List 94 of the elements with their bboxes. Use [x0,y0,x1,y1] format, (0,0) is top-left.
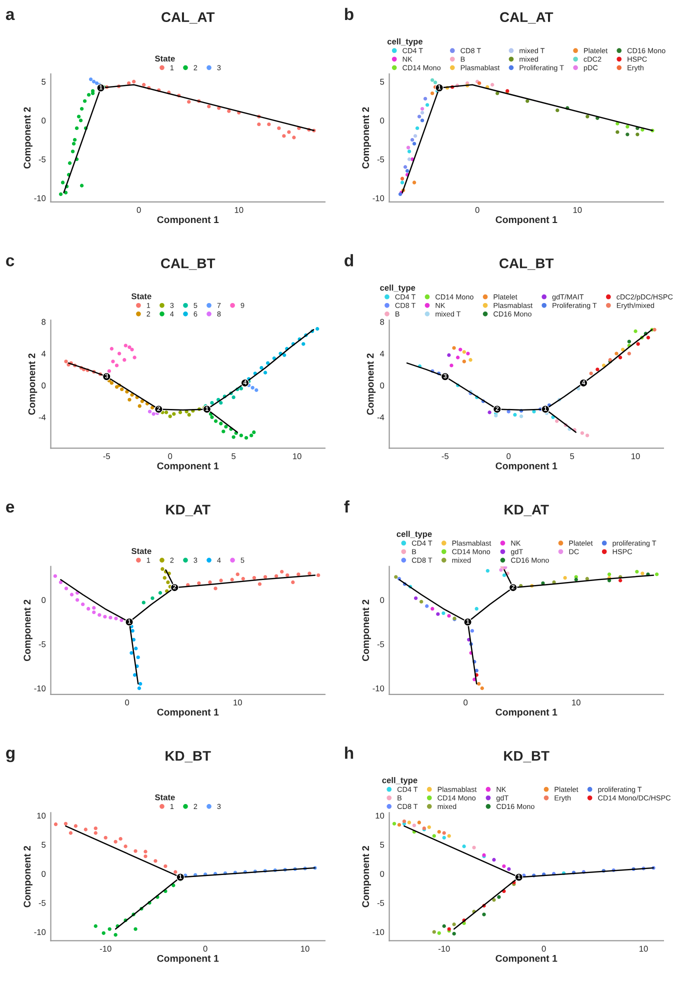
x-tick-label: -5 [442,453,448,460]
x-tick-label: 0 [464,700,468,706]
y-tick-label: 5 [380,842,384,848]
legend-title: State [155,794,175,800]
y-tick-label: 0 [380,118,384,124]
x-axis-title: Component 1 [157,462,219,472]
chart-title: KD_BT [166,751,211,762]
y-tick-label: -5 [377,641,384,648]
y-tick-label: 5 [42,78,46,85]
x-tick-label: 10 [573,207,582,213]
x-tick-label: 10 [293,453,302,460]
y-tick-label: 0 [380,870,384,877]
y-tick-label: 10 [376,812,384,819]
y-tick-label: -10 [34,685,46,692]
y-tick-label: -10 [372,685,384,692]
y-tick-label: -5 [377,156,384,162]
y-tick-label: 0 [42,118,46,124]
text: g [6,750,14,762]
y-tick-label: 0 [42,870,46,877]
x-tick-label: -10 [438,946,450,952]
x-axis-title: Component 1 [157,216,219,226]
text: h [345,746,354,759]
x-axis-title: Component 1 [157,954,219,964]
y-axis-title: Component 2 [362,846,371,908]
x-tick-label: 10 [234,700,242,706]
x-axis-title: Component 1 [496,954,558,964]
x-tick-label: 0 [203,946,208,952]
y-tick-label: -4 [38,414,46,420]
x-axis-title: Component 1 [496,708,558,718]
y-tick-label: 5 [380,78,384,85]
y-axis-title: Component 2 [362,107,371,169]
y-tick-label: 0 [380,597,384,604]
y-tick-label: 10 [37,812,46,819]
y-axis-title: Component 2 [366,353,376,415]
x-tick-label: 0 [475,207,480,213]
y-tick-label: -5 [38,156,46,162]
x-tick-label: 10 [640,946,648,952]
y-tick-label: -5 [38,641,46,648]
x-axis-title: Component 1 [157,708,219,718]
y-tick-label: -5 [377,900,384,906]
x-tick-label: 5 [570,453,574,460]
chart-title: CAL_AT [162,12,215,24]
x-axis-title: Component 1 [496,216,558,226]
x-tick-label: 0 [136,207,141,213]
legend-title: cell_type [396,530,432,539]
chart-title: CAL_BT [161,258,216,270]
legend-title: cell_type [380,284,416,292]
y-tick-label: -10 [34,195,46,202]
chart-title: CAL_AT [500,12,554,24]
y-tick-label: -4 [377,414,384,420]
y-tick-label: 4 [380,350,384,357]
legend-title: State [131,548,152,554]
y-axis-title: Component 2 [362,600,371,662]
legend-title: State [131,293,152,300]
legend-title: cell_type [387,38,423,46]
x-tick-label: 0 [125,700,130,706]
legend-title: State [155,56,175,62]
text: f [344,500,350,512]
chart-title: CAL_BT [500,258,554,270]
y-tick-label: -10 [372,929,384,936]
text: c [6,257,14,266]
chart-title: KD_AT [504,504,549,516]
x-tick-label: -10 [100,946,112,952]
x-tick-label: 10 [301,946,310,952]
y-axis-title: Component 2 [28,353,38,415]
x-tick-label: 5 [232,453,236,460]
y-tick-label: 0 [42,382,46,388]
y-axis-title: Component 2 [24,846,32,908]
text: e [6,503,14,513]
chart-title: KD_AT [166,504,210,516]
x-tick-label: -5 [103,453,110,460]
y-tick-label: 5 [42,842,46,848]
y-tick-label: -5 [38,900,46,906]
x-tick-label: 10 [632,453,640,460]
y-tick-label: 8 [42,318,46,325]
y-axis-title: Component 2 [24,600,32,662]
chart-title: KD_BT [504,751,550,762]
text: a [6,10,15,20]
x-tick-label: 0 [168,453,172,460]
x-tick-label: 10 [572,700,580,706]
y-tick-label: 0 [380,382,384,388]
legend-title: cell_type [382,777,418,785]
y-tick-label: -10 [372,195,384,202]
y-tick-label: -10 [34,929,46,936]
y-tick-label: 4 [41,350,46,357]
y-axis-title: Component 2 [24,107,32,169]
x-tick-label: 0 [542,946,546,952]
text: b [345,8,354,20]
text: d [344,254,353,266]
x-axis-title: Component 1 [496,462,558,472]
x-tick-label: 10 [234,207,244,213]
x-tick-label: 0 [506,453,511,460]
y-tick-label: 0 [42,597,46,604]
y-tick-label: 8 [380,318,384,325]
